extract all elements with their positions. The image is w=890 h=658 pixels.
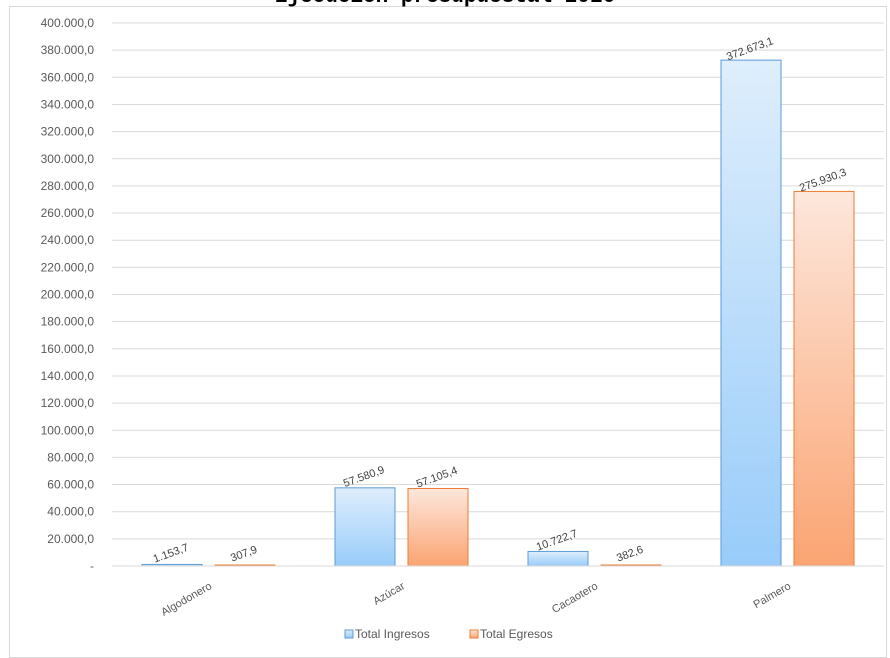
data-label: 57.105,4: [415, 465, 459, 491]
data-label: 57.580,9: [342, 464, 386, 490]
y-tick-label: 220.000,0: [41, 260, 95, 274]
y-tick-label: 360.000,0: [41, 70, 95, 84]
bar: [793, 190, 855, 567]
y-tick-label: 80.000,0: [47, 450, 94, 464]
bar: [407, 487, 469, 567]
data-label: 1.153,7: [152, 542, 191, 566]
data-label: 10.722,7: [535, 528, 579, 554]
y-tick-label: -: [90, 559, 94, 573]
y-tick-label: 20.000,0: [47, 532, 94, 546]
x-tick-label: Palmero: [752, 580, 793, 611]
bars: [141, 59, 855, 567]
y-tick-label: 140.000,0: [41, 369, 95, 383]
bar: [334, 487, 396, 567]
y-tick-label: 400.000,0: [41, 16, 95, 30]
y-tick-label: 200.000,0: [41, 288, 95, 302]
y-axis: - 20.000,0 40.000,0 60.000,0 80.000,0 100.000…: [41, 16, 95, 573]
y-tick-label: 120.000,0: [41, 396, 95, 410]
y-tick-label: 180.000,0: [41, 315, 95, 329]
y-tick-label: 40.000,0: [47, 505, 94, 519]
y-tick-label: 240.000,0: [41, 233, 95, 247]
y-tick-label: 160.000,0: [41, 342, 95, 356]
legend-swatch: [469, 629, 479, 639]
y-tick-label: 340.000,0: [41, 97, 95, 111]
data-label: 382,6: [615, 544, 645, 565]
y-tick-label: 60.000,0: [47, 478, 94, 492]
data-label: 307,9: [229, 544, 259, 565]
data-label: 275.930,3: [798, 167, 848, 195]
data-label: 372.673,1: [725, 35, 775, 63]
x-tick-label: Azúcar: [371, 580, 407, 608]
x-tick-label: Algodonero: [159, 580, 214, 619]
legend: Total Ingresos Total Egresos: [344, 627, 553, 641]
bar: [527, 550, 589, 567]
y-tick-label: 100.000,0: [41, 423, 95, 437]
x-tick-label: Cacaotero: [550, 580, 600, 616]
legend-swatch: [344, 629, 354, 639]
y-tick-label: 380.000,0: [41, 43, 95, 57]
legend-label: Total Egresos: [480, 627, 553, 641]
y-tick-label: 300.000,0: [41, 152, 95, 166]
y-tick-label: 260.000,0: [41, 206, 95, 220]
y-tick-label: 320.000,0: [41, 125, 95, 139]
bar: [720, 59, 782, 567]
x-axis: Algodonero Azúcar Cacaotero Palmero: [112, 565, 884, 619]
legend-label: Total Ingresos: [355, 627, 430, 641]
chart-title: Ejecución presupuestal 2016: [0, 0, 890, 9]
y-tick-label: 280.000,0: [41, 179, 95, 193]
